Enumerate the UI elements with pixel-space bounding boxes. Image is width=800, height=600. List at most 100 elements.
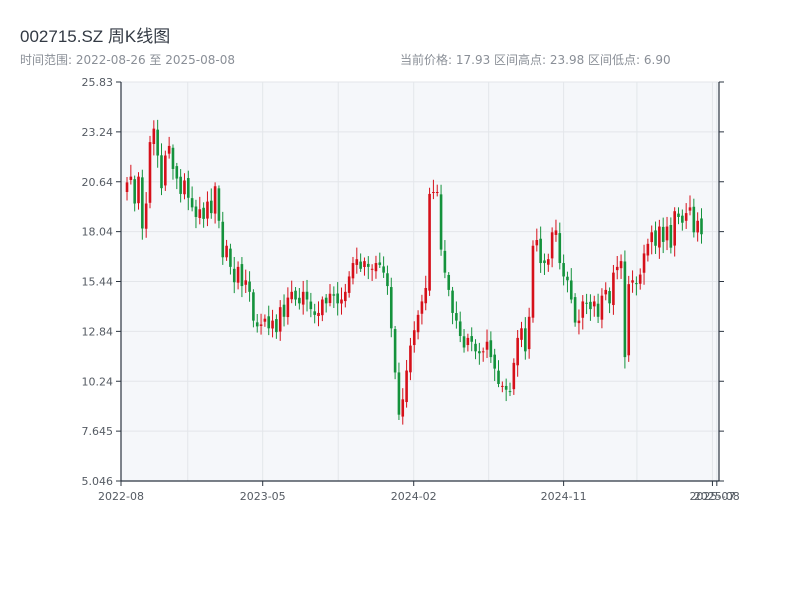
candle-down — [585, 293, 588, 315]
candle-body — [301, 291, 305, 305]
candle-up — [301, 280, 305, 315]
candle-body — [183, 180, 186, 195]
candle-down — [386, 265, 389, 295]
candle-up — [550, 227, 554, 268]
candle-up — [554, 219, 558, 242]
candle-body — [562, 263, 565, 277]
candle-up — [225, 239, 228, 261]
candle-down — [232, 256, 236, 294]
candle-down — [332, 286, 336, 309]
candle-body — [665, 226, 669, 241]
x-tick-label: 2023-05 — [240, 490, 286, 503]
candle-up — [424, 275, 428, 311]
candle-body — [309, 301, 313, 310]
candle-up — [321, 296, 324, 322]
candle-up — [432, 179, 435, 200]
x-tick-label: 2024-02 — [391, 490, 437, 503]
candle-body — [248, 281, 251, 292]
candle-up — [412, 321, 416, 353]
candle-body — [455, 313, 458, 321]
candle-down — [179, 169, 182, 203]
candle-body — [554, 230, 558, 235]
candle-up — [129, 164, 133, 185]
candle-up — [485, 329, 489, 359]
candle-up — [290, 280, 294, 304]
candle-down — [569, 268, 573, 304]
candle-down — [447, 272, 451, 297]
candle-up — [512, 358, 516, 395]
candle-body — [412, 330, 416, 346]
candle-up — [546, 253, 550, 272]
candle-body — [531, 245, 535, 318]
candle-down — [175, 162, 179, 190]
candle-up — [317, 301, 320, 327]
candle-body — [424, 287, 428, 304]
candle-down — [451, 286, 454, 325]
candle-up — [612, 264, 615, 315]
candle-body — [543, 260, 546, 264]
candle-down — [282, 294, 286, 327]
y-tick-label: 18.04 — [82, 226, 114, 239]
candle-body — [550, 232, 554, 259]
candle-body — [164, 155, 167, 186]
candle-body — [255, 322, 259, 327]
candle-body — [481, 351, 485, 353]
candle-down — [313, 303, 316, 324]
candle-body — [508, 391, 512, 393]
candle-down — [221, 211, 225, 265]
candle-up — [435, 184, 439, 197]
candle-down — [458, 311, 462, 343]
candle-up — [592, 295, 596, 317]
date-range-text: 时间范围: 2022-08-26 至 2025-08-08 — [20, 53, 235, 67]
candle-down — [470, 327, 474, 352]
candle-body — [581, 301, 585, 318]
y-tick-label: 7.645 — [82, 425, 114, 438]
candle-up — [213, 182, 217, 224]
candle-body — [401, 399, 405, 417]
candle-down — [240, 257, 244, 298]
candle-body — [520, 328, 523, 340]
x-tick-label: 2022-08 — [98, 490, 144, 503]
candle-down — [478, 342, 481, 365]
candle-body — [328, 293, 332, 304]
candle-down — [539, 226, 542, 273]
candle-body — [600, 295, 604, 320]
candle-up — [627, 275, 631, 362]
candle-up — [148, 135, 152, 209]
candle-body — [569, 280, 573, 300]
candle-up — [615, 255, 619, 280]
candle-down — [171, 144, 175, 180]
candle-down — [324, 294, 328, 313]
candle-body — [650, 232, 654, 243]
candle-body — [485, 341, 489, 350]
candle-body — [497, 370, 500, 384]
candle-down — [681, 209, 684, 231]
candle-body — [271, 320, 274, 329]
candle-body — [608, 291, 611, 304]
candle-body — [221, 221, 225, 258]
candle-body — [290, 291, 294, 300]
y-tick-label: 23.24 — [82, 126, 114, 139]
candle-body — [688, 207, 692, 211]
candle-body — [263, 318, 267, 322]
candle-down — [504, 378, 508, 402]
candle-down — [700, 208, 703, 244]
candle-body — [213, 186, 217, 214]
candle-up — [278, 300, 282, 341]
candle-up — [516, 330, 519, 377]
axes — [116, 81, 724, 486]
candle-body — [493, 354, 496, 369]
candle-body — [133, 179, 136, 204]
candle-body — [321, 299, 324, 316]
candle-body — [566, 276, 569, 281]
candle-body — [190, 198, 194, 208]
y-tick-label: 25.83 — [82, 76, 114, 89]
candle-down — [443, 240, 447, 279]
candle-down — [255, 314, 259, 333]
candle-body — [654, 230, 657, 246]
candle-body — [474, 343, 477, 352]
candle-down — [194, 199, 198, 229]
candle-up — [183, 173, 186, 200]
candle-body — [409, 345, 412, 373]
candle-body — [631, 280, 634, 283]
